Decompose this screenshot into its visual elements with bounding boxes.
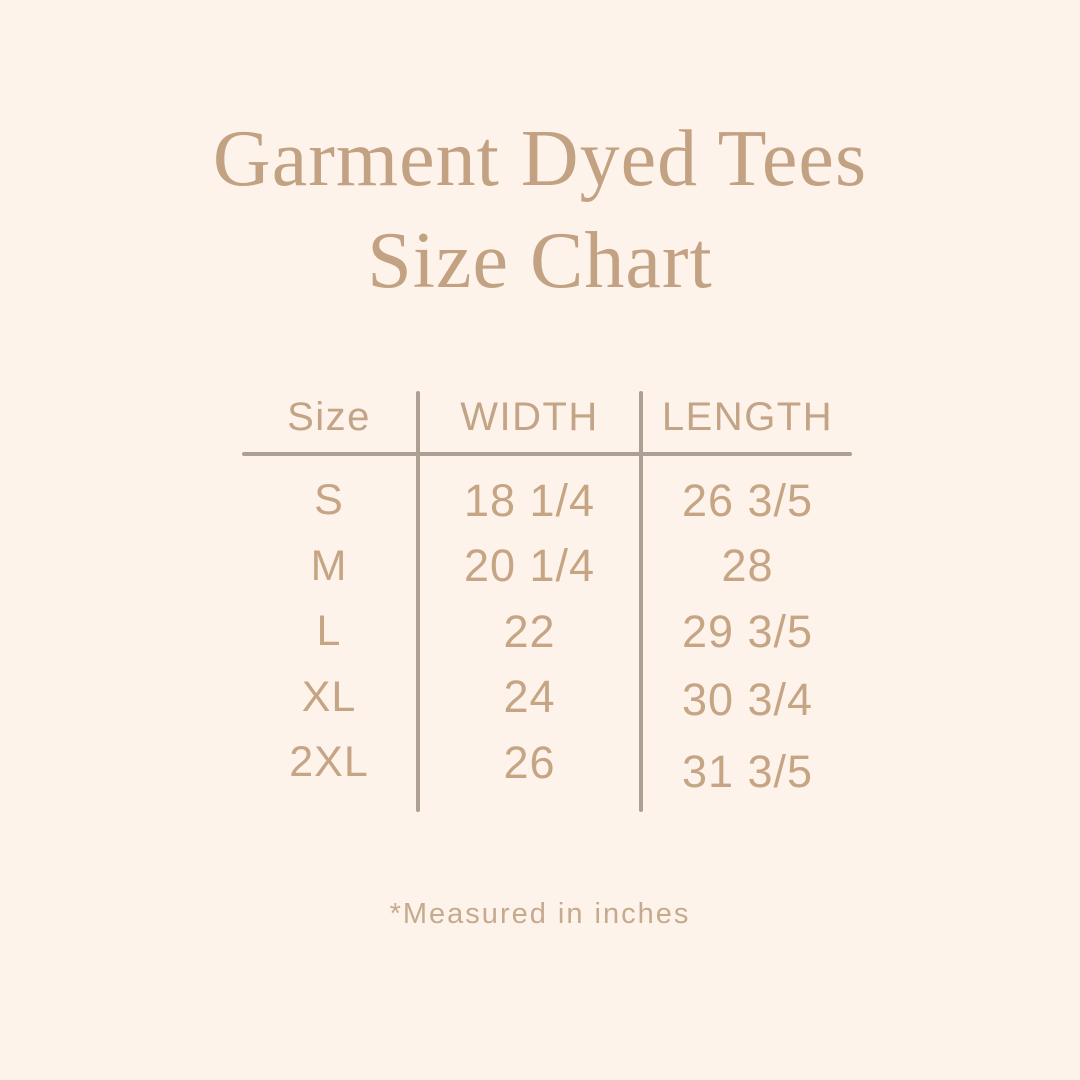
page-title-line-1: Garment Dyed Tees — [212, 115, 868, 203]
table-body: S 18 1/4 26 3/5 M 20 1/4 28 L 22 29 3/5 … — [240, 468, 854, 797]
length-cell: 30 3/4 — [681, 674, 814, 726]
width-cell: 26 — [503, 736, 556, 788]
width-cell: 22 — [503, 605, 556, 657]
table-row: L 22 29 3/5 — [240, 599, 854, 665]
measurement-footnote: *Measured in inches — [389, 898, 691, 930]
size-cell: S — [314, 476, 344, 525]
width-cell: 18 1/4 — [463, 474, 596, 526]
width-cell: 24 — [503, 671, 556, 723]
table-row: XL 24 30 3/4 — [240, 665, 854, 731]
table-header-row: Size WIDTH LENGTH — [240, 388, 854, 446]
table-row: 2XL 26 31 3/5 — [240, 730, 854, 797]
table-column-divider-right — [639, 391, 643, 812]
length-cell: 29 3/5 — [681, 605, 814, 657]
table-row: S 18 1/4 26 3/5 — [240, 468, 854, 534]
size-table: Size WIDTH LENGTH S 18 1/4 26 3/5 M 20 1… — [240, 388, 854, 818]
size-cell: 2XL — [289, 738, 369, 787]
size-cell: M — [310, 541, 348, 590]
column-header-size: Size — [287, 394, 371, 439]
table-column-divider-left — [416, 391, 420, 812]
length-cell: 26 3/5 — [681, 474, 814, 526]
length-cell: 31 3/5 — [681, 745, 814, 797]
table-header-rule — [242, 452, 852, 456]
size-cell: XL — [301, 672, 357, 721]
page-title-line-2: Size Chart — [367, 217, 713, 305]
length-cell: 28 — [721, 540, 774, 592]
size-cell: L — [316, 607, 342, 656]
width-cell: 20 1/4 — [463, 540, 596, 592]
page-title: Garment Dyed Tees Size Chart — [0, 108, 1080, 312]
column-header-length: LENGTH — [661, 394, 834, 439]
table-row: M 20 1/4 28 — [240, 534, 854, 600]
column-header-width: WIDTH — [460, 394, 599, 439]
